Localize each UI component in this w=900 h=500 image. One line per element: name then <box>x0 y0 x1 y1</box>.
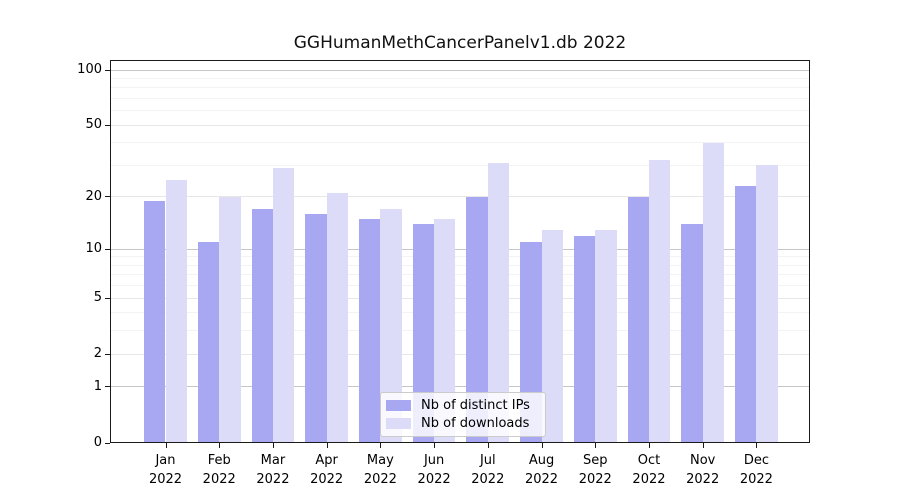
y-tick-label-1: 1 <box>93 378 102 394</box>
gridline-10 <box>110 248 810 250</box>
gridline-minor-3 <box>110 330 810 332</box>
gridline-minor-6 <box>110 285 810 287</box>
bar-mar-distinct-ips <box>251 209 273 443</box>
gridline-minor-80 <box>110 87 810 89</box>
bar-sep-downloads <box>595 229 617 443</box>
x-tick-label-jan: Jan 2022 <box>148 453 183 487</box>
x-tick-jan <box>165 443 167 448</box>
x-tick-feb <box>219 443 221 448</box>
x-tick-jul <box>487 443 489 448</box>
bar-apr-downloads <box>326 193 349 443</box>
x-tick-label-may: May 2022 <box>363 453 397 487</box>
y-tick-label-10: 10 <box>85 241 102 257</box>
bar-layer <box>110 60 810 443</box>
gridline-20 <box>110 196 810 198</box>
gridline-100 <box>110 69 810 71</box>
legend-label-distinct-ips: Nb of distinct IPs <box>421 398 530 414</box>
gridline-minor-70 <box>110 97 810 99</box>
y-tick-label-20: 20 <box>85 188 102 204</box>
bar-may-downloads <box>380 209 402 443</box>
y-tick-label-100: 100 <box>77 62 102 77</box>
gridline-1 <box>110 386 810 388</box>
legend: Nb of distinct IPs Nb of downloads <box>380 392 546 437</box>
x-tick-label-aug: Aug 2022 <box>524 453 559 487</box>
y-tick-10 <box>105 248 110 250</box>
bar-sep-distinct-ips <box>573 235 596 443</box>
bar-dec-downloads <box>756 165 778 443</box>
gridline-minor-7 <box>110 274 810 276</box>
x-tick-jun <box>434 443 436 448</box>
x-tick-label-jun: Jun 2022 <box>417 453 451 487</box>
bar-feb-downloads <box>219 196 241 443</box>
x-tick-label-jul: Jul 2022 <box>471 453 505 487</box>
bar-jan-distinct-ips <box>144 200 166 443</box>
y-tick-2 <box>105 353 110 355</box>
legend-label-downloads: Nb of downloads <box>421 415 530 431</box>
gridline-50 <box>110 124 810 126</box>
bar-aug-downloads <box>541 229 563 443</box>
gridline-minor-40 <box>110 142 810 144</box>
bar-nov-distinct-ips <box>681 224 703 443</box>
y-tick-100 <box>105 69 110 71</box>
bar-mar-downloads <box>272 168 295 443</box>
bar-oct-downloads <box>648 160 671 443</box>
bar-jun-distinct-ips <box>412 224 435 443</box>
chart-title: GGHumanMethCancerPanelv1.db 2022 <box>293 33 627 53</box>
x-tick-label-oct: Oct 2022 <box>632 453 666 487</box>
x-tick-apr <box>326 443 328 448</box>
y-tick-20 <box>105 196 110 198</box>
x-tick-mar <box>272 443 274 448</box>
x-tick-aug <box>541 443 543 448</box>
bar-feb-distinct-ips <box>197 242 220 443</box>
bar-apr-distinct-ips <box>305 214 327 443</box>
plot-area <box>110 60 810 443</box>
legend-swatch-downloads <box>386 417 411 429</box>
bar-may-distinct-ips <box>358 218 381 443</box>
x-tick-label-apr: Apr 2022 <box>310 453 344 487</box>
y-tick-50 <box>105 124 110 126</box>
bar-jun-downloads <box>434 218 456 443</box>
bar-jul-distinct-ips <box>466 196 488 443</box>
gridline-minor-8 <box>110 264 810 266</box>
y-tick-label-5: 5 <box>93 290 102 306</box>
x-tick-dec <box>756 443 758 448</box>
gridline-minor-90 <box>110 77 810 79</box>
y-tick-1 <box>105 386 110 388</box>
x-tick-may <box>380 443 382 448</box>
x-tick-sep <box>595 443 597 448</box>
gridline-minor-60 <box>110 110 810 112</box>
y-tick-label-2: 2 <box>93 346 102 362</box>
x-tick-label-feb: Feb 2022 <box>202 453 236 487</box>
bar-jul-downloads <box>487 162 510 443</box>
y-tick-label-50: 50 <box>85 117 102 133</box>
gridline-minor-4 <box>110 312 810 314</box>
x-tick-label-dec: Dec 2022 <box>739 453 773 487</box>
x-tick-nov <box>702 443 704 448</box>
legend-entry-distinct-ips: Nb of distinct IPs <box>386 397 537 415</box>
gridline-2 <box>110 353 810 355</box>
gridline-5 <box>110 297 810 299</box>
x-tick-label-nov: Nov 2022 <box>686 453 720 487</box>
gridline-minor-9 <box>110 256 810 258</box>
bar-oct-distinct-ips <box>627 196 649 443</box>
gridline-layer <box>110 60 810 443</box>
x-tick-label-mar: Mar 2022 <box>256 453 290 487</box>
y-tick-5 <box>105 297 110 299</box>
legend-swatch-distinct-ips <box>386 400 411 412</box>
x-tick-oct <box>648 443 650 448</box>
bar-dec-distinct-ips <box>735 186 757 443</box>
y-tick-0 <box>105 442 110 444</box>
x-tick-label-sep: Sep 2022 <box>578 453 612 487</box>
legend-entry-downloads: Nb of downloads <box>386 415 537 433</box>
y-tick-label-0: 0 <box>93 435 102 450</box>
bar-nov-downloads <box>702 142 725 443</box>
bar-jan-downloads <box>165 179 187 443</box>
gridline-minor-30 <box>110 164 810 166</box>
